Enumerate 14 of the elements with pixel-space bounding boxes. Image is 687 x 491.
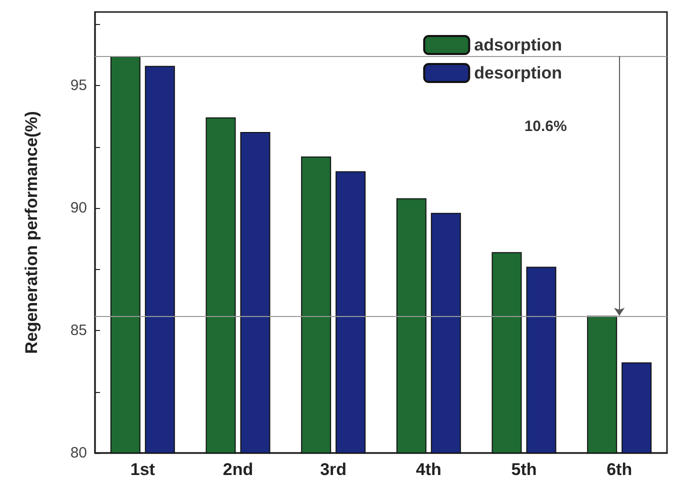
x-tick-label: 1st — [130, 460, 156, 479]
y-tick-label: 90 — [70, 200, 87, 216]
x-tick-label: 2nd — [222, 460, 254, 479]
x-tick-label: 6th — [606, 460, 632, 479]
legend-label: adsorption — [474, 36, 562, 54]
annotation: 10.6% — [524, 118, 567, 135]
y-tick-label: 85 — [70, 322, 87, 339]
y-tick-label: 80 — [70, 444, 87, 462]
y-axis-title: Regeneration performance(%) — [22, 111, 41, 354]
x-tick-label: 4th — [416, 460, 442, 479]
x-tick-label: 3rd — [320, 460, 347, 479]
x-tick-label: 5th — [511, 460, 537, 479]
legend-label: desorption — [474, 64, 562, 82]
y-tick-label: 95 — [70, 77, 87, 94]
